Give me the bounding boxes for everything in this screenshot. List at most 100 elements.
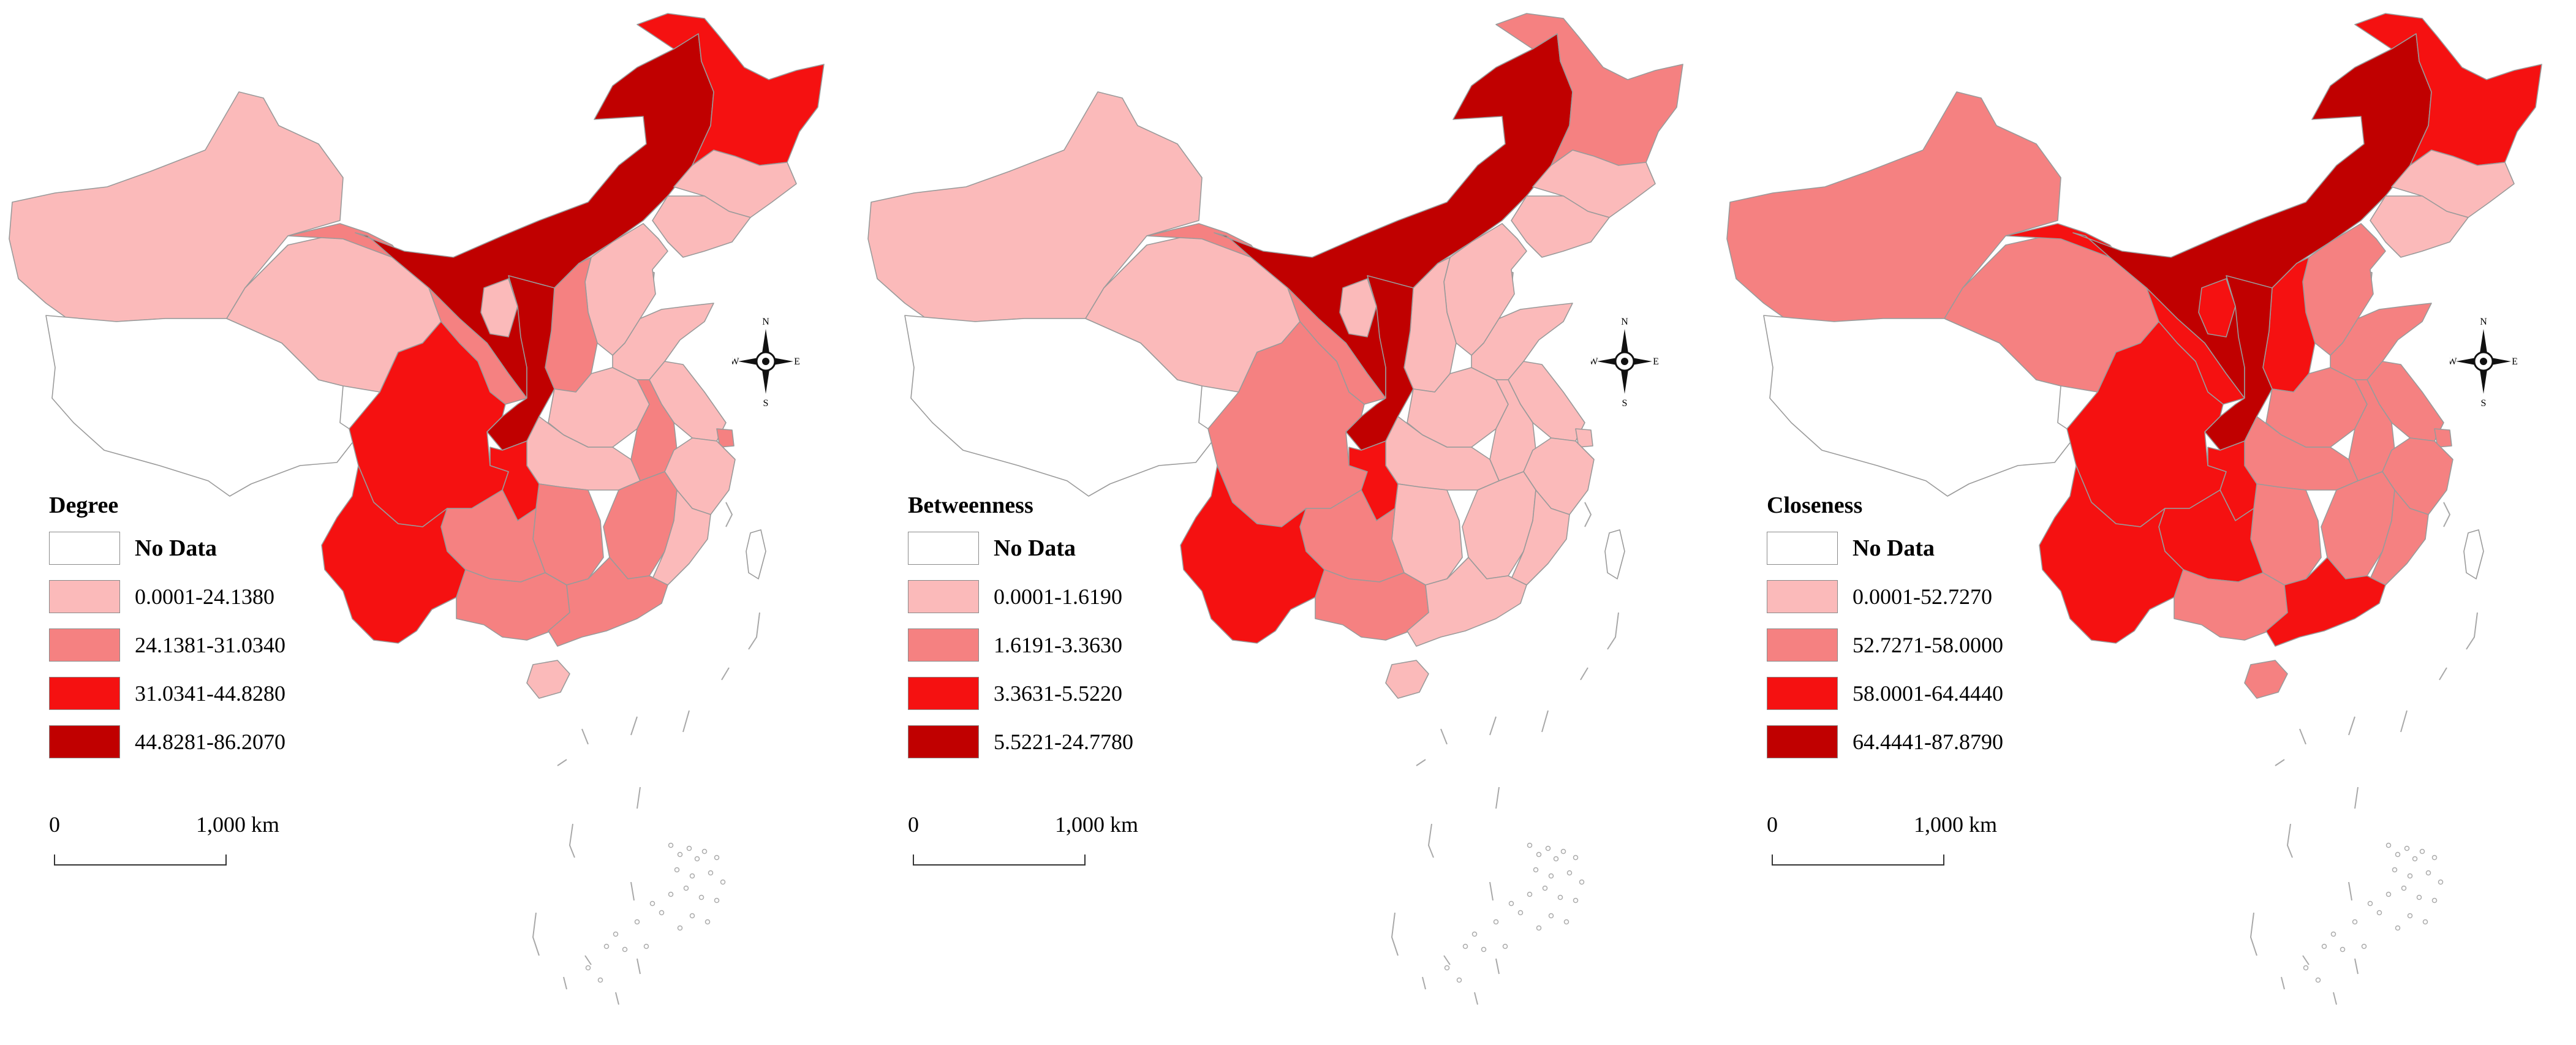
legend-label: 44.8281-86.2070	[135, 730, 285, 754]
province-guangdong	[1407, 557, 1527, 647]
province-fujian	[2370, 489, 2429, 586]
island-marker	[683, 885, 689, 891]
province-yunnan	[2039, 465, 2184, 644]
coastline-segment	[2354, 958, 2359, 975]
legend-label: 0.0001-1.6190	[994, 584, 1122, 609]
legend-title: Betweenness	[908, 492, 1033, 518]
province-xinjiang	[1726, 91, 2061, 322]
province-shaanxi	[2204, 275, 2273, 451]
province-yunnan	[321, 465, 466, 644]
island-marker	[622, 946, 628, 953]
island-marker	[2321, 943, 2327, 949]
island-marker	[2407, 873, 2413, 879]
compass-label-e: E	[1653, 357, 1658, 367]
legend-item-nodata: No Data	[1767, 521, 2085, 569]
island-marker	[659, 910, 665, 916]
legend-item-class-2: 1.6191-3.3630	[908, 617, 1226, 666]
legend-label: 3.3631-5.5220	[994, 681, 1122, 706]
legend-label: 64.4441-87.8790	[1853, 730, 2003, 754]
coastline-segment	[2249, 912, 2257, 956]
province-jilin	[1532, 149, 1656, 218]
legend-item-nodata: No Data	[908, 521, 1226, 569]
island-marker	[674, 867, 680, 873]
legend-swatch	[908, 628, 979, 662]
legend-item-class-1: 0.0001-24.1380	[49, 569, 368, 617]
island-marker	[1573, 854, 1579, 861]
island-marker	[2425, 870, 2431, 876]
island-marker	[2361, 943, 2367, 949]
scale-max-label: 1,000 km	[1055, 812, 1139, 837]
province-shaanxi	[1345, 275, 1414, 451]
coastline-segment	[2443, 502, 2451, 527]
choropleth-map	[1726, 13, 2542, 1005]
island-marker	[1502, 943, 1508, 949]
province-xinjiang	[9, 91, 344, 322]
coastline-segment	[557, 759, 567, 766]
scale-zero-label: 0	[1767, 812, 1778, 837]
coastline-segment	[2348, 881, 2352, 901]
coastline-segment	[682, 710, 690, 733]
compass-label-s: S	[2481, 398, 2487, 407]
island-marker	[643, 943, 649, 949]
province-jilin	[673, 149, 797, 218]
island-marker	[2419, 848, 2425, 854]
coastline-segment	[1607, 612, 1619, 650]
island-marker	[585, 965, 591, 971]
scale-max-label: 1,000 km	[1914, 812, 1998, 837]
province-shanghai	[1575, 428, 1593, 448]
island-marker	[1508, 900, 1514, 907]
island-marker	[2407, 913, 2413, 919]
island-marker	[2431, 897, 2438, 904]
island-marker	[689, 913, 695, 919]
coastline-segment	[2400, 710, 2408, 733]
island-marker	[2412, 856, 2418, 862]
scale-line	[1772, 854, 1944, 866]
legend-title: Degree	[49, 492, 119, 518]
island-marker	[1573, 897, 1579, 904]
scale-line	[54, 854, 227, 866]
compass-label-s: S	[1622, 398, 1628, 407]
island-marker	[2385, 842, 2392, 848]
legend-item-class-4: 44.8281-86.2070	[49, 714, 368, 763]
legend-item-class-1: 0.0001-1.6190	[908, 569, 1226, 617]
coastline-segment	[630, 881, 635, 901]
island-marker	[1527, 842, 1533, 848]
legend-label: 58.0001-64.4440	[1853, 681, 2003, 706]
coastline-segment	[1440, 728, 1448, 745]
legend-swatch	[908, 532, 979, 565]
island-marker	[1456, 977, 1462, 983]
map-legend: Closeness No Data 0.0001-52.7270 52.7271…	[1767, 490, 2085, 763]
north-arrow-compass-icon: N S W E	[1591, 317, 1658, 407]
scale-zero-label: 0	[908, 812, 919, 837]
province-guangdong	[2265, 557, 2386, 647]
coastline-segment	[1489, 716, 1497, 736]
coastline-segment	[1416, 759, 1426, 766]
island-marker	[677, 925, 683, 931]
legend-label: No Data	[135, 535, 217, 561]
legend-swatch	[49, 532, 120, 565]
province-liaoning	[1511, 195, 1610, 258]
island-marker	[2376, 910, 2382, 916]
coastline-segment	[1495, 958, 1500, 975]
map-legend: Degree No Data 0.0001-24.1380 24.1381-31…	[49, 490, 368, 763]
legend-label: 1.6191-3.3630	[994, 633, 1122, 657]
choropleth-map	[867, 13, 1683, 1005]
compass-label-w: W	[732, 357, 739, 367]
island-marker	[2385, 891, 2392, 897]
coastline-segment	[532, 912, 540, 956]
legend-swatch	[49, 580, 120, 613]
coastline-segment	[1580, 667, 1588, 681]
province-guangdong	[548, 557, 668, 647]
province-fujian	[652, 489, 711, 586]
coastline-segment	[584, 955, 592, 965]
island-marker	[2395, 925, 2401, 931]
coastline-segment	[2286, 823, 2293, 858]
legend-swatch	[49, 725, 120, 758]
island-marker	[1557, 894, 1563, 900]
coastline-segment	[2466, 612, 2478, 650]
province-liaoning	[652, 195, 751, 258]
island-marker	[1517, 910, 1524, 916]
compass-center	[762, 358, 769, 365]
island-marker	[2416, 894, 2422, 900]
island-marker	[1553, 856, 1559, 862]
